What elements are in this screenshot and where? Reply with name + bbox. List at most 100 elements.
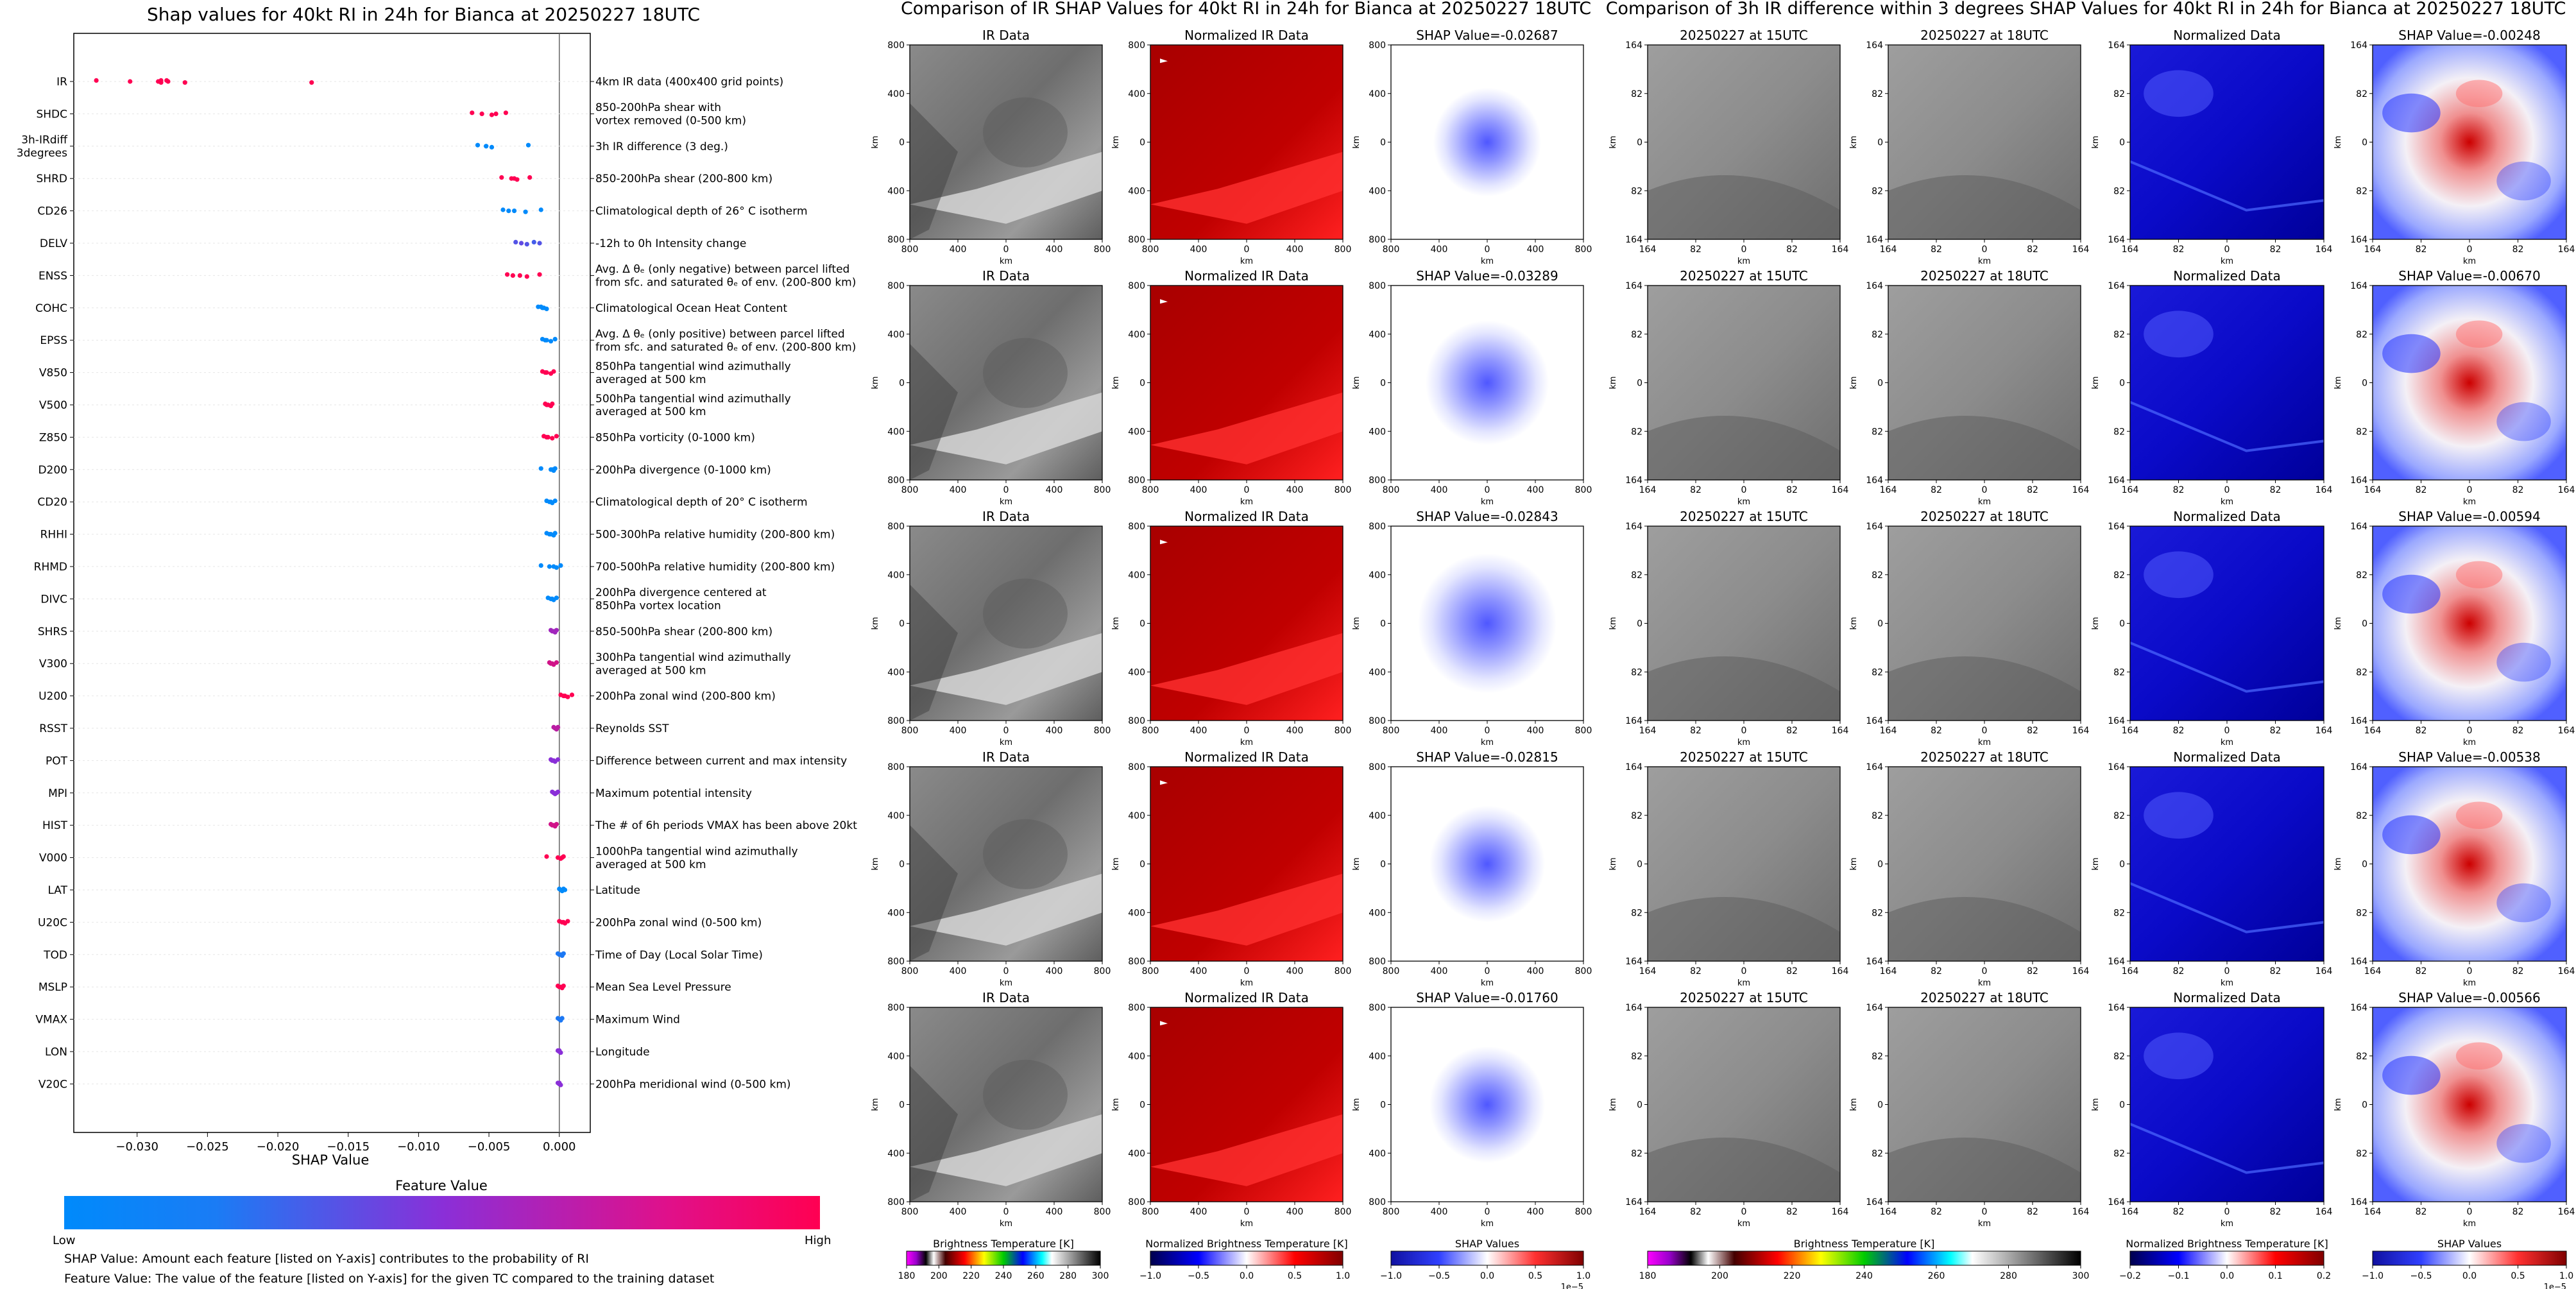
shap-point <box>537 272 542 277</box>
streak <box>2129 882 2324 934</box>
x-tick-label: 400 <box>1431 1207 1448 1217</box>
x-tick-label: 800 <box>1575 485 1592 495</box>
image-panel-ir <box>909 285 1103 481</box>
feature-description-label: 850-500hPa shear (200-800 km) <box>595 626 772 638</box>
dark-region <box>1888 897 2081 961</box>
y-tick-label: 164 <box>2108 716 2125 726</box>
feature-description-label: Avg. Δ θₑ (only positive) between parcel… <box>595 328 856 354</box>
x-tick-label: 800 <box>1383 485 1400 495</box>
x-tick-label: 0 <box>2224 1207 2230 1217</box>
y-axis-label: km <box>1608 617 1618 629</box>
ir-shap-panel: Comparison of IR SHAP Values for 40kt RI… <box>871 0 1592 1289</box>
y-tick-label: 0 <box>899 379 905 389</box>
shap-point <box>551 629 556 634</box>
x-tick-label: 400 <box>1046 1207 1063 1217</box>
x-tick-label: 164 <box>2364 244 2382 255</box>
feature-description-label: Longitude <box>595 1046 650 1059</box>
y-tick-label: 800 <box>887 957 905 967</box>
y-tick-label: 400 <box>1369 667 1386 678</box>
x-tick-label: 82 <box>2270 1207 2282 1217</box>
colorbar-tick-label: −1.0 <box>2362 1271 2384 1281</box>
y-tick-label: 82 <box>2356 330 2367 340</box>
feature-description-label: 850hPa vorticity (0-1000 km) <box>595 431 755 444</box>
feature-row-v500: V500 500hPa tangential wind azimuthally av… <box>39 393 791 418</box>
negative-patch <box>2382 1055 2441 1095</box>
diff-shap-image <box>2373 526 2566 721</box>
feature-row-mpi: MPI Maximum potential intensity <box>48 787 752 800</box>
feature-description-label: 850-200hPa shear with vortex removed (0-5… <box>595 101 746 127</box>
x-tick-label: 0 <box>1244 485 1250 495</box>
beeswarm-rows: IR 4km IR data (400x400 grid points) SHDC 8… <box>17 76 857 1091</box>
dark-region <box>1888 656 2081 721</box>
shap-summary-panel: Shap values for 40kt RI in 24h for Bianc… <box>17 4 857 1286</box>
feature-footnote: Feature Value: The value of the feature … <box>64 1272 714 1286</box>
x-tick-label: 800 <box>1094 966 1111 977</box>
shap-summary-title: Shap values for 40kt RI in 24h for Bianc… <box>147 4 700 25</box>
feature-code-label: ENSS <box>38 269 67 282</box>
shap-point <box>554 595 559 601</box>
y-tick-label: 164 <box>2350 235 2367 245</box>
colorbar-tick-label: 0.5 <box>1288 1271 1302 1281</box>
cloud-band <box>910 151 1102 224</box>
feature-code-label: V20C <box>38 1078 67 1091</box>
feature-code-label: DELV <box>40 237 67 250</box>
x-axis-label: km <box>1481 1219 1494 1229</box>
y-tick-label: 82 <box>2356 1148 2367 1159</box>
ir-column-title: Normalized IR Data <box>1184 990 1309 1005</box>
x-tick-label: 400 <box>950 244 967 255</box>
x-tick-label: 82 <box>1786 244 1798 255</box>
shap-point <box>506 209 511 214</box>
colorbar-tick-label: 240 <box>995 1271 1012 1281</box>
y-tick-label: 400 <box>1369 1148 1386 1159</box>
feature-description-label: Climatological depth of 20° C isotherm <box>595 496 808 509</box>
y-tick-label: 800 <box>887 281 905 291</box>
x-tick-label: 400 <box>1286 485 1304 495</box>
negative-patch <box>2496 161 2551 201</box>
y-tick-label: 800 <box>1128 957 1145 967</box>
y-tick-label: 82 <box>1872 1052 1883 1062</box>
shap-point <box>94 78 99 83</box>
feature-row-vmax: VMAX Maximum Wind <box>35 1014 679 1027</box>
y-axis-label: km <box>1352 376 1361 389</box>
irdiff-shap-title: SHAP Value=-0.00594 <box>2398 509 2540 524</box>
x-tick-label: 400 <box>1431 726 1448 736</box>
x-tick-label: 164 <box>2364 726 2382 736</box>
y-tick-label: 82 <box>2113 89 2125 99</box>
y-tick-label: 0 <box>1139 860 1145 870</box>
x-axis-label: km <box>2463 497 2476 507</box>
feature-code-label: IR <box>56 76 67 89</box>
x-tick-label: 82 <box>2512 966 2524 977</box>
x-tick-label: 800 <box>1094 1207 1111 1217</box>
shap-point <box>489 112 495 117</box>
y-tick-label: 82 <box>1631 89 1642 99</box>
ir-column-title: IR Data <box>982 990 1030 1005</box>
y-axis-label: km <box>871 857 880 870</box>
y-tick-label: 0 <box>899 138 905 148</box>
y-tick-label: 400 <box>887 330 905 340</box>
irdiff-panel-title: Comparison of 3h IR difference within 3 … <box>1606 0 2566 19</box>
x-tick-label: 82 <box>1786 966 1798 977</box>
shap-point <box>479 111 484 116</box>
ir-shap-title: SHAP Value=-0.02815 <box>1416 749 1558 765</box>
colorbar-tick-label: −0.5 <box>2410 1271 2432 1281</box>
coast-shadow <box>910 343 958 480</box>
shap-point <box>562 694 568 699</box>
x-axis-label: km <box>1978 738 1991 747</box>
shap-point <box>545 434 550 440</box>
y-axis-label: km <box>2091 617 2101 629</box>
y-axis-label: km <box>1849 1098 1859 1111</box>
image-panel-gray <box>1647 285 1841 481</box>
x-tick-label: −0.030 <box>115 1140 158 1154</box>
y-tick-label: 0 <box>1877 619 1883 629</box>
shap-point <box>309 80 314 85</box>
feature-row-d200: D200 200hPa divergence (0-1000 km) <box>38 464 771 477</box>
x-tick-label: 82 <box>2512 726 2524 736</box>
x-tick-label: 0 <box>2467 485 2473 495</box>
y-tick-label: 400 <box>887 89 905 99</box>
normalized-diff-image <box>2130 286 2324 480</box>
shap-point <box>558 1017 563 1022</box>
x-tick-label: 800 <box>1335 485 1352 495</box>
x-tick-label: 164 <box>2558 1207 2575 1217</box>
x-tick-label: 164 <box>2558 244 2575 255</box>
feature-description-label: Difference between current and max inten… <box>595 755 847 767</box>
